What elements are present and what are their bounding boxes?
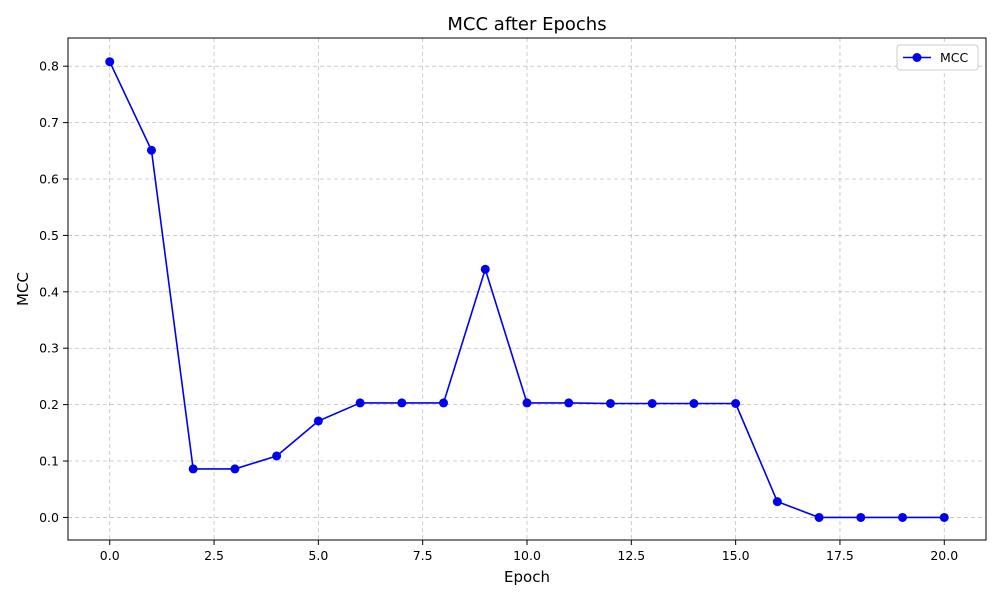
y-tick-label: 0.8 [39, 59, 59, 74]
y-tick-label: 0.2 [39, 397, 59, 412]
data-point [731, 399, 741, 409]
data-point [397, 398, 407, 408]
data-point [564, 398, 574, 408]
legend-box [896, 44, 979, 71]
y-axis-title: MCC [14, 272, 32, 306]
x-tick-label: 7.5 [413, 548, 433, 563]
y-tick-label: 0.0 [39, 510, 59, 525]
y-tick-label: 0.1 [39, 454, 59, 469]
x-tick-label: 2.5 [204, 548, 224, 563]
data-point [898, 512, 908, 522]
legend-marker [912, 53, 922, 62]
y-tick-label: 0.7 [39, 115, 59, 130]
y-tick-label: 0.6 [39, 172, 59, 187]
x-tick-label: 10.0 [513, 548, 541, 563]
y-axis-ticks: 0.0 0.1 0.2 0.3 0.4 0.5 0.6 0.7 0.8 [39, 59, 68, 525]
x-axis-ticks: 0.0 2.5 5.0 7.5 10.0 12.5 15.0 17.5 20.0 [100, 540, 958, 563]
data-point [605, 399, 615, 409]
data-point [313, 416, 323, 426]
data-point [814, 512, 824, 522]
x-tick-label: 20.0 [930, 548, 958, 563]
x-tick-label: 0.0 [100, 548, 120, 563]
data-point [355, 398, 365, 408]
legend: MCC [896, 44, 979, 71]
data-point [689, 399, 699, 409]
series-layer [105, 57, 949, 522]
x-tick-label: 5.0 [308, 548, 328, 563]
plot-area [68, 38, 986, 540]
x-tick-label: 15.0 [722, 548, 750, 563]
legend-label: MCC [940, 50, 969, 65]
y-tick-label: 0.3 [39, 341, 59, 356]
data-point [772, 497, 782, 507]
chart-title: MCC after Epochs [447, 14, 606, 35]
data-point [480, 264, 490, 274]
data-point [439, 398, 449, 408]
y-tick-label: 0.5 [39, 228, 59, 243]
y-tick-label: 0.4 [39, 284, 59, 299]
data-point [647, 399, 657, 409]
data-point [856, 512, 866, 522]
data-point [230, 464, 240, 474]
x-tick-label: 17.5 [826, 548, 854, 563]
data-point [105, 57, 115, 67]
x-axis-title: Epoch [504, 568, 550, 586]
data-point [272, 451, 282, 461]
data-point [146, 145, 156, 155]
x-tick-label: 12.5 [617, 548, 645, 563]
data-point [188, 464, 198, 474]
data-point [522, 398, 532, 408]
data-point [939, 512, 949, 522]
